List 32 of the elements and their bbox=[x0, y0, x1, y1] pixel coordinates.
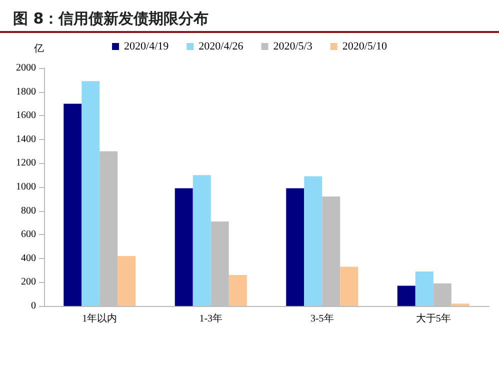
bar bbox=[228, 275, 247, 306]
x-tick-label: 1-3年 bbox=[199, 312, 223, 324]
bar bbox=[397, 286, 416, 306]
y-axis-title: 亿 bbox=[33, 44, 44, 54]
y-tick-label: 1800 bbox=[16, 86, 36, 98]
chart-title: 图 8：信用债新发债期限分布 bbox=[13, 10, 209, 28]
y-tick-label: 1600 bbox=[16, 110, 36, 122]
bar bbox=[82, 81, 100, 306]
bar bbox=[174, 188, 193, 306]
legend-label: 2020/5/10 bbox=[342, 40, 388, 52]
bar bbox=[415, 271, 434, 306]
y-tick-label: 400 bbox=[21, 252, 36, 264]
y-tick-label: 600 bbox=[21, 229, 36, 240]
legend-label: 2020/4/19 bbox=[124, 40, 170, 52]
y-tick-label: 1000 bbox=[16, 182, 36, 192]
x-tick-label: 1年以内 bbox=[82, 312, 118, 324]
y-tick-label: 1400 bbox=[16, 134, 36, 145]
bar bbox=[118, 256, 136, 306]
y-tick-label: 200 bbox=[21, 276, 36, 288]
bar bbox=[340, 266, 358, 306]
legend-label: 2020/4/26 bbox=[198, 40, 244, 52]
x-tick-label: 3-5年 bbox=[310, 312, 334, 324]
bar bbox=[286, 188, 304, 306]
bar bbox=[304, 176, 322, 306]
bar bbox=[64, 104, 82, 306]
legend-label: 2020/5/3 bbox=[273, 40, 313, 52]
bar bbox=[192, 175, 211, 306]
x-tick-label: 大于5年 bbox=[416, 312, 451, 324]
y-tick-label: 0 bbox=[31, 300, 36, 312]
y-tick-label: 1200 bbox=[16, 158, 36, 169]
y-tick-label: 2000 bbox=[16, 62, 36, 74]
y-tick-label: 800 bbox=[21, 205, 36, 216]
